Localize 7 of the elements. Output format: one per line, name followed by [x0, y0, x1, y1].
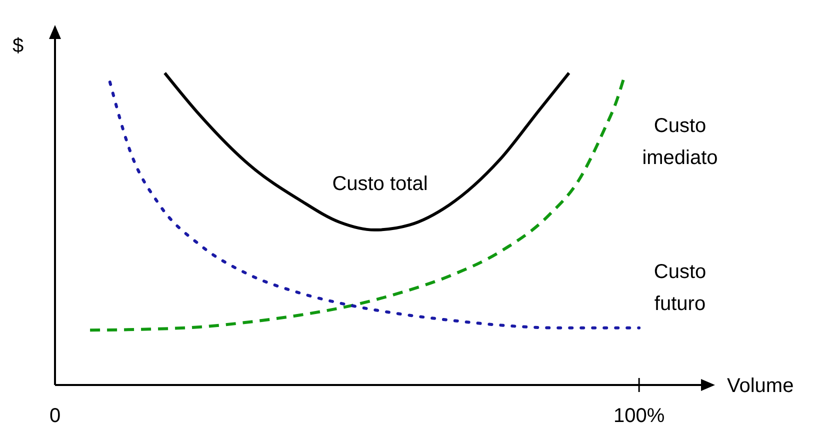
- y-axis-title: $: [12, 35, 24, 57]
- series-label: Custo imediato: [642, 115, 718, 169]
- series-label: Custo total: [332, 173, 428, 195]
- x-tick-label: 100%: [613, 405, 665, 427]
- x-tick-label: 0: [49, 405, 61, 427]
- series-label: Custo futuro: [654, 261, 706, 315]
- x-axis-title: Volume: [727, 375, 794, 397]
